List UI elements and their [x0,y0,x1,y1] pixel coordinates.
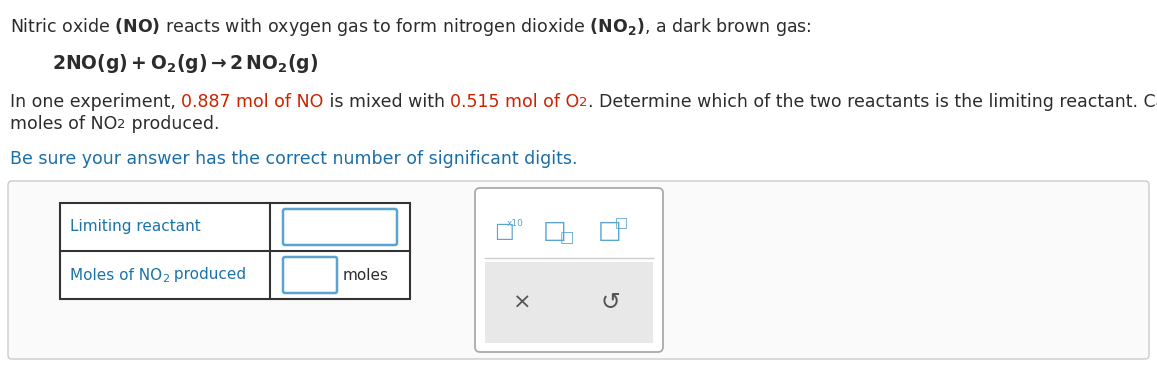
Text: Moles of NO: Moles of NO [71,268,162,283]
Text: Be sure your answer has the correct number of significant digits.: Be sure your answer has the correct numb… [10,150,577,168]
Text: produced: produced [169,268,246,283]
Text: Nitric oxide $\mathbf{(NO)}$ reacts with oxygen gas to form nitrogen dioxide $\m: Nitric oxide $\mathbf{(NO)}$ reacts with… [10,16,812,38]
Text: Limiting reactant: Limiting reactant [71,219,201,234]
Text: 0.887 mol of NO: 0.887 mol of NO [182,93,324,111]
FancyBboxPatch shape [476,188,663,352]
Text: 2: 2 [580,96,588,109]
Bar [60,203,410,299]
Text: ×: × [513,292,531,312]
Text: □: □ [598,219,621,243]
Text: In one experiment,: In one experiment, [10,93,182,111]
FancyBboxPatch shape [283,209,397,245]
FancyBboxPatch shape [8,181,1149,359]
Text: . Determine which of the two reactants is the limiting reactant. Calculate also : . Determine which of the two reactants i… [588,93,1157,111]
FancyBboxPatch shape [283,257,337,293]
Text: □: □ [543,219,567,243]
Text: 0.515 mol of O: 0.515 mol of O [450,93,580,111]
Text: □: □ [494,221,514,241]
Text: moles: moles [342,268,389,283]
Text: ↺: ↺ [600,291,620,315]
Text: produced.: produced. [126,115,220,133]
Text: □: □ [616,215,628,229]
Text: moles of NO: moles of NO [10,115,117,133]
Text: is mixed with: is mixed with [324,93,450,111]
Text: 2: 2 [117,118,126,131]
Text: $\mathbf{2NO(g) + O_2(g) \rightarrow 2\,NO_2(g)}$: $\mathbf{2NO(g) + O_2(g) \rightarrow 2\,… [52,52,318,75]
Bar [485,262,653,343]
Text: x10: x10 [507,219,524,228]
Text: □: □ [560,231,574,246]
Text: 2: 2 [162,274,169,284]
